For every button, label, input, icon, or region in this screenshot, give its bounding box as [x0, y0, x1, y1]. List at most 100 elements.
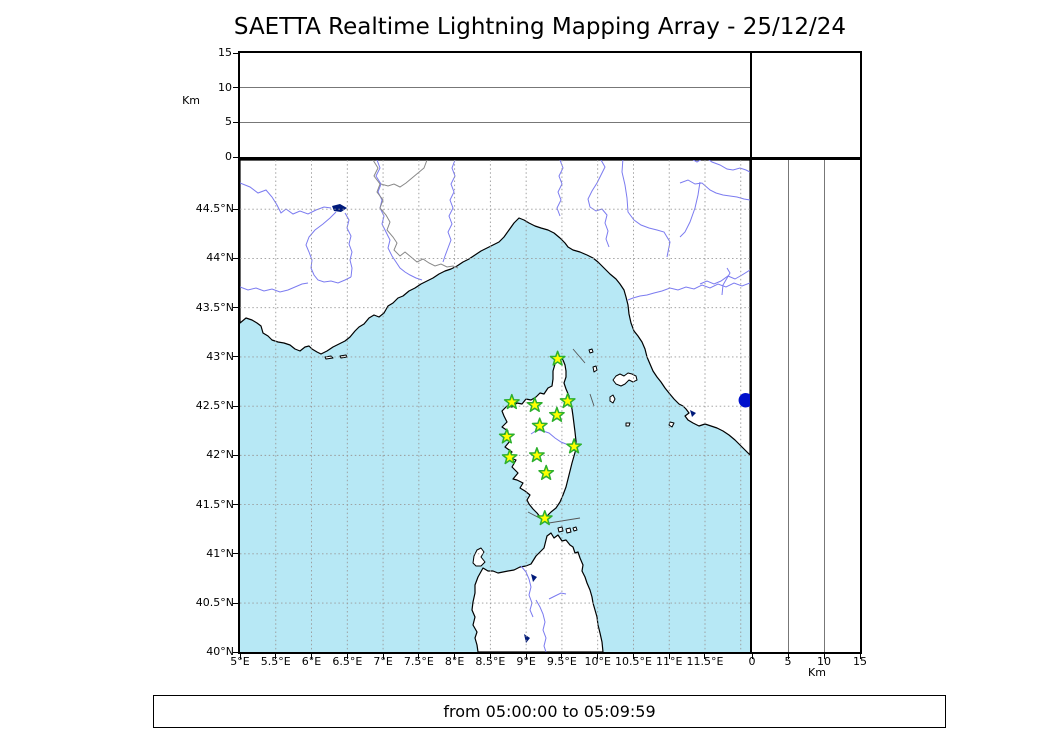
map-annotation-line: [572, 348, 586, 364]
lma-station-marker: [528, 447, 545, 463]
small-island: [565, 527, 572, 534]
tick-mark: [525, 654, 527, 659]
corsica-island: [501, 356, 577, 521]
small-island: [592, 365, 598, 373]
tick-mark: [704, 654, 706, 659]
river: [679, 181, 701, 238]
small-island: [472, 547, 486, 567]
altitude-gridline-5km: [240, 121, 750, 123]
altitude-tick-label: 10: [218, 80, 232, 94]
tick-mark: [632, 654, 634, 659]
tick-mark: [561, 654, 563, 659]
lake: [690, 410, 696, 417]
altitude-axis-label-top: Km: [182, 94, 200, 107]
lat-tick-label: 40°N: [206, 645, 234, 659]
tick-mark: [239, 654, 241, 659]
lon-tick-label: 5.5°E: [260, 655, 291, 668]
lon-tick-label: 7°E: [373, 655, 393, 668]
tick-mark: [859, 654, 861, 659]
lon-tick-label: 6.5°E: [332, 655, 363, 668]
lon-tick-label: 6°E: [301, 655, 322, 668]
tick-mark: [418, 654, 420, 659]
lma-station-marker: [501, 448, 518, 465]
map-canvas: [240, 160, 750, 652]
small-island: [324, 355, 334, 360]
river: [627, 282, 750, 301]
small-island: [572, 526, 578, 532]
lma-station-marker: [531, 417, 548, 433]
tick-mark: [382, 654, 384, 659]
lake: [332, 204, 347, 212]
lma-station-marker: [536, 510, 553, 526]
river: [679, 179, 750, 201]
river: [344, 212, 353, 278]
lon-tick-label: 10.5°E: [614, 655, 652, 668]
lon-tick-label: 10°E: [584, 655, 611, 668]
river: [721, 267, 731, 296]
lon-tick-label: 5°E: [230, 655, 250, 668]
lon-tick-label: 8°E: [444, 655, 465, 668]
lma-station-marker: [548, 406, 565, 422]
altitude-time-panel: [238, 51, 752, 161]
altitude-latitude-panel: [750, 157, 862, 654]
lma-station-marker: [526, 396, 543, 413]
time-range-text: from 05:00:00 to 05:09:59: [443, 702, 656, 721]
tick-mark: [668, 654, 670, 659]
altitude-tick-label: 15: [218, 46, 232, 59]
page-title: SAETTA Realtime Lightning Mapping Array …: [233, 14, 847, 40]
lma-station-marker: [559, 392, 576, 409]
altitude-axis-label-bottom: Km: [808, 666, 826, 679]
small-island: [609, 394, 616, 404]
corner-panel: [750, 51, 862, 161]
lat-tick-label: 41.5°N: [195, 497, 234, 511]
lon-tick-label: 11.5°E: [686, 655, 724, 668]
source-point-marker: [738, 393, 750, 408]
altitude-tick-label: 0: [225, 150, 232, 163]
sardinia-island: [471, 532, 604, 652]
tick-mark: [454, 654, 456, 659]
small-island: [612, 372, 638, 387]
small-island: [588, 348, 594, 354]
lma-station-marker: [503, 393, 520, 410]
tick-mark: [823, 654, 825, 659]
altitude-gridline-10km: [824, 160, 826, 652]
river: [692, 160, 750, 173]
altitude-tick-label: 5: [225, 115, 232, 129]
tick-mark: [489, 654, 491, 659]
lon-tick-label: 8.5°E: [475, 655, 506, 668]
lat-tick-label: 43.5°N: [195, 300, 234, 314]
lat-tick-label: 40.5°N: [195, 596, 234, 610]
lat-tick-label: 42°N: [206, 448, 234, 462]
lma-station-marker: [538, 464, 555, 481]
river: [240, 282, 309, 293]
river: [240, 182, 332, 215]
tick-mark: [275, 654, 277, 659]
lma-station-marker: [549, 350, 566, 366]
river: [548, 592, 567, 600]
lon-tick-label: 11°E: [655, 655, 683, 668]
lon-tick-label: 7.5°E: [403, 655, 434, 668]
altitude-gridline-5km: [788, 160, 790, 652]
altitude-tick-label: 0: [748, 655, 756, 668]
lat-tick-label: 41°N: [206, 546, 234, 560]
small-island: [557, 526, 564, 533]
lake: [524, 634, 530, 643]
tick-mark: [751, 654, 753, 659]
national-border: [380, 160, 428, 188]
lat-tick-label: 43°N: [206, 349, 234, 363]
national-border: [372, 160, 459, 269]
river: [621, 160, 671, 258]
lon-tick-label: 9.5°E: [546, 655, 577, 668]
map-panel: [238, 157, 752, 654]
time-range-bar: from 05:00:00 to 05:09:59: [153, 695, 946, 728]
lma-station-marker: [498, 428, 515, 444]
map-annotation-line: [589, 393, 595, 407]
river: [520, 565, 534, 618]
tick-mark: [346, 654, 348, 659]
tick-mark: [311, 654, 313, 659]
lma-station-marker: [566, 438, 583, 454]
lat-tick-label: 44°N: [206, 251, 234, 265]
small-island: [668, 421, 675, 428]
lake: [531, 574, 537, 582]
